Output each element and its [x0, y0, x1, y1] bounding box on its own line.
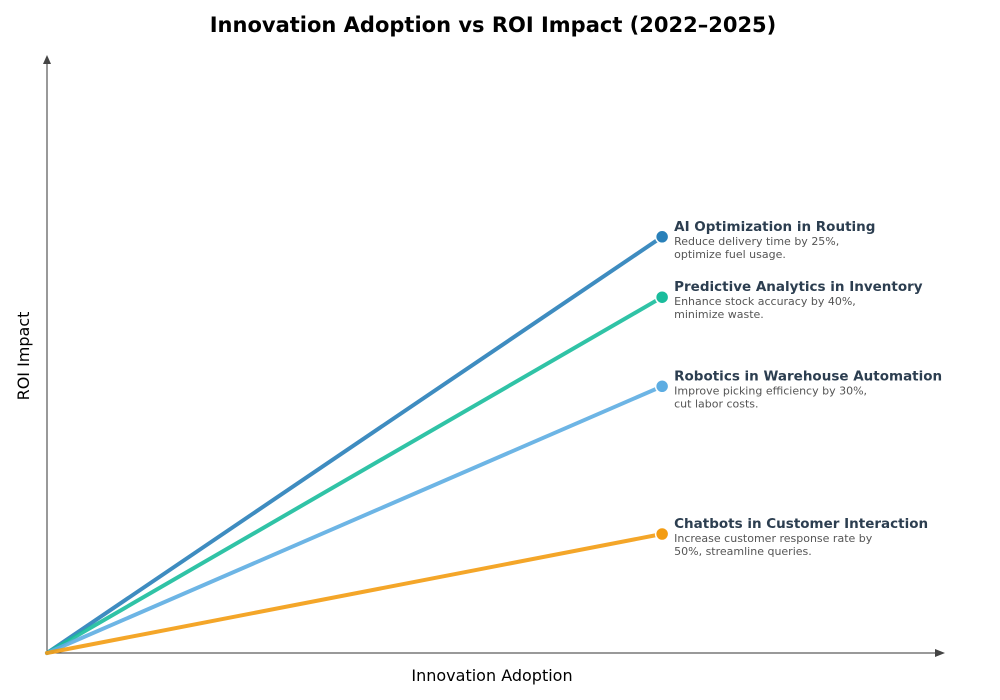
x-axis-arrow — [935, 649, 945, 657]
series-endpoint-2 — [654, 289, 670, 305]
y-axis-arrow — [43, 55, 51, 64]
series-description-3: Improve picking efficiency by 30%, — [674, 384, 867, 397]
series-description-4: Increase customer response rate by — [674, 532, 873, 545]
x-axis-label: Innovation Adoption — [411, 666, 572, 685]
series-line-2 — [45, 295, 665, 655]
series-description-1: optimize fuel usage. — [674, 248, 786, 261]
series-label-4: Chatbots in Customer Interaction — [674, 516, 928, 532]
series-label-3: Robotics in Warehouse Automation — [674, 368, 942, 384]
series-line-1 — [45, 234, 665, 655]
series-endpoint-3 — [654, 379, 670, 394]
chart-title: Innovation Adoption vs ROI Impact (2022–… — [210, 13, 777, 37]
series-line-3 — [45, 384, 665, 655]
series-line-4 — [45, 531, 665, 655]
series-description-3: cut labor costs. — [674, 397, 758, 410]
series-endpoint-4 — [654, 526, 670, 542]
y-axis-label: ROI Impact — [14, 312, 33, 401]
series-description-4: 50%, streamline queries. — [674, 545, 812, 558]
series-endpoint-1 — [654, 229, 670, 245]
series-description-2: minimize waste. — [674, 308, 764, 321]
series-description-1: Reduce delivery time by 25%, — [674, 235, 839, 248]
series-description-2: Enhance stock accuracy by 40%, — [674, 295, 856, 308]
series-label-2: Predictive Analytics in Inventory — [674, 279, 923, 295]
series-label-1: AI Optimization in Routing — [674, 219, 875, 235]
